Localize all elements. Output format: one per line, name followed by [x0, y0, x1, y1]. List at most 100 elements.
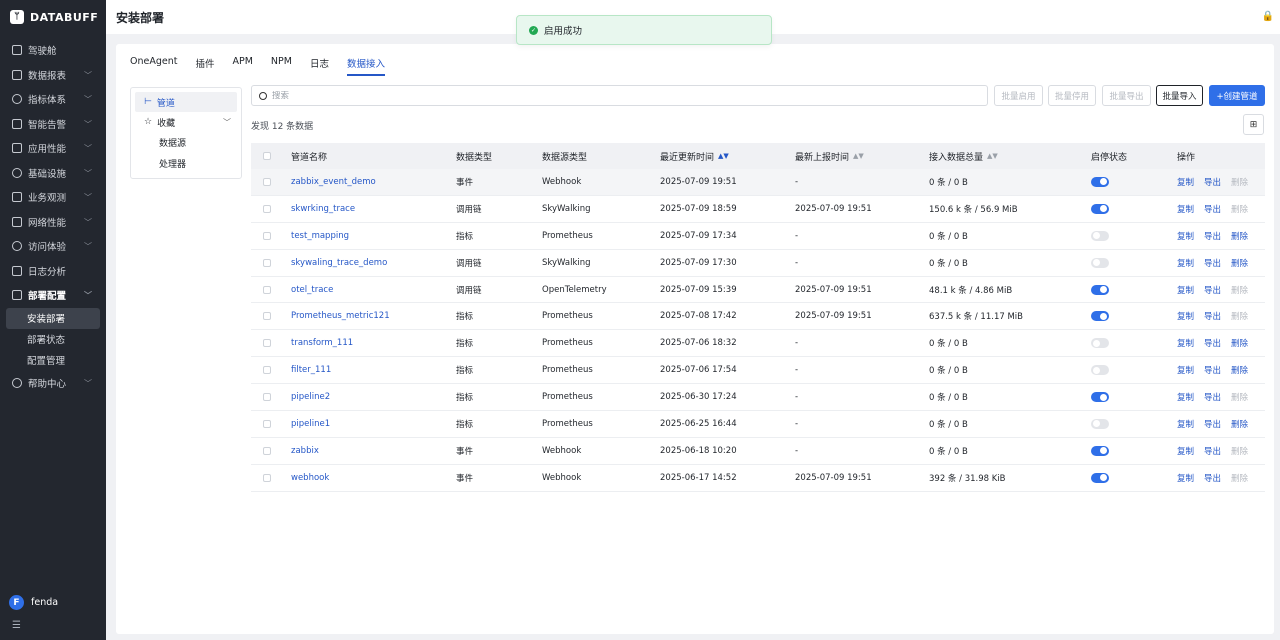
- export-link[interactable]: 导出: [1204, 258, 1222, 269]
- sidebar-item-6[interactable]: 业务观测 ﹀: [0, 185, 106, 210]
- user-profile[interactable]: F fenda: [9, 595, 58, 610]
- sidebar-item-1[interactable]: 数据报表 ﹀: [0, 63, 106, 88]
- search-input[interactable]: [272, 90, 952, 101]
- status-toggle[interactable]: [1091, 257, 1109, 268]
- row-checkbox[interactable]: [263, 419, 271, 428]
- create-pipeline-button[interactable]: +创建管道: [1209, 85, 1265, 106]
- copy-link[interactable]: 复制: [1177, 366, 1195, 377]
- status-toggle[interactable]: [1091, 445, 1109, 456]
- column-settings-icon[interactable]: ⊞: [1243, 114, 1264, 135]
- sidebar-item-10[interactable]: 部署配置 ﹀: [0, 283, 106, 308]
- logo[interactable]: ᛘ DATABUFF: [0, 0, 106, 34]
- status-toggle[interactable]: [1091, 203, 1109, 214]
- batch-disable-button[interactable]: 批量停用: [1048, 85, 1096, 106]
- sort-icon[interactable]: ▲▼: [853, 152, 864, 160]
- tree-item-pipeline[interactable]: ⊢ 管道: [135, 92, 237, 112]
- pipeline-name-link[interactable]: transform_111: [291, 338, 354, 349]
- copy-link[interactable]: 复制: [1177, 312, 1195, 323]
- status-toggle[interactable]: [1091, 230, 1109, 241]
- delete-link[interactable]: 删除: [1231, 258, 1249, 269]
- sidebar-subitem-0[interactable]: 安装部署: [6, 307, 100, 329]
- tab-4[interactable]: 日志: [309, 59, 329, 70]
- status-toggle[interactable]: [1091, 392, 1109, 403]
- status-toggle[interactable]: [1091, 365, 1109, 376]
- chevron-down-icon[interactable]: ﹀: [223, 117, 231, 127]
- row-checkbox[interactable]: [263, 285, 271, 294]
- pipeline-name-link[interactable]: zabbix_event_demo: [291, 176, 376, 187]
- row-checkbox[interactable]: [263, 231, 271, 240]
- sidebar-item-4[interactable]: 应用性能 ﹀: [0, 136, 106, 161]
- batch-export-button[interactable]: 批量导出: [1102, 85, 1151, 106]
- copy-link[interactable]: 复制: [1177, 285, 1195, 296]
- export-link[interactable]: 导出: [1204, 366, 1222, 377]
- pipeline-name-link[interactable]: Prometheus_metric121: [291, 311, 390, 322]
- pipeline-name-link[interactable]: pipeline2: [291, 392, 331, 403]
- export-link[interactable]: 导出: [1204, 339, 1222, 350]
- header-total[interactable]: 接入数据总量 ▲▼: [929, 143, 998, 169]
- delete-link[interactable]: 删除: [1231, 366, 1249, 377]
- header-updated[interactable]: 最近更新时间 ▲▼: [660, 143, 729, 169]
- pipeline-name-link[interactable]: webhook: [291, 472, 330, 483]
- tree-item-datasource[interactable]: 数据源: [159, 139, 187, 149]
- copy-link[interactable]: 复制: [1177, 473, 1195, 484]
- sort-icon[interactable]: ▲▼: [987, 152, 998, 160]
- row-checkbox[interactable]: [263, 312, 271, 321]
- row-checkbox[interactable]: [263, 446, 271, 455]
- export-link[interactable]: 导出: [1204, 231, 1222, 242]
- export-link[interactable]: 导出: [1204, 446, 1222, 457]
- delete-link[interactable]: 删除: [1231, 339, 1249, 350]
- sidebar-item-9[interactable]: 日志分析: [0, 259, 106, 284]
- copy-link[interactable]: 复制: [1177, 339, 1195, 350]
- delete-link[interactable]: 删除: [1231, 231, 1249, 242]
- copy-link[interactable]: 复制: [1177, 419, 1195, 430]
- tree-item-processor[interactable]: 处理器: [159, 160, 187, 170]
- select-all-checkbox[interactable]: [263, 152, 271, 160]
- pipeline-name-link[interactable]: skywaling_trace_demo: [291, 257, 388, 268]
- status-toggle[interactable]: [1091, 418, 1109, 429]
- pipeline-name-link[interactable]: skwrking_trace: [291, 203, 356, 214]
- collapse-sidebar-icon[interactable]: ☰: [12, 620, 21, 631]
- status-toggle[interactable]: [1091, 472, 1109, 483]
- delete-link[interactable]: 删除: [1231, 419, 1249, 430]
- pipeline-name-link[interactable]: zabbix: [291, 445, 319, 456]
- copy-link[interactable]: 复制: [1177, 204, 1195, 215]
- copy-link[interactable]: 复制: [1177, 393, 1195, 404]
- row-checkbox[interactable]: [263, 204, 271, 213]
- export-link[interactable]: 导出: [1204, 312, 1222, 323]
- lock-icon[interactable]: 🔒: [1261, 11, 1274, 22]
- status-toggle[interactable]: [1091, 176, 1109, 187]
- tab-0[interactable]: OneAgent: [130, 56, 178, 67]
- export-link[interactable]: 导出: [1204, 393, 1222, 404]
- copy-link[interactable]: 复制: [1177, 258, 1195, 269]
- sidebar-item-help[interactable]: 帮助中心 ﹀: [0, 371, 106, 396]
- tab-1[interactable]: 插件: [195, 59, 215, 70]
- sidebar-item-2[interactable]: 指标体系 ﹀: [0, 87, 106, 112]
- sidebar-subitem-1[interactable]: 部署状态: [27, 335, 66, 346]
- export-link[interactable]: 导出: [1204, 285, 1222, 296]
- pipeline-name-link[interactable]: filter_111: [291, 365, 332, 376]
- copy-link[interactable]: 复制: [1177, 446, 1195, 457]
- status-toggle[interactable]: [1091, 284, 1109, 295]
- copy-link[interactable]: 复制: [1177, 177, 1195, 188]
- export-link[interactable]: 导出: [1204, 177, 1222, 188]
- pipeline-name-link[interactable]: otel_trace: [291, 284, 334, 295]
- sort-icon[interactable]: ▲▼: [718, 152, 729, 160]
- pipeline-name-link[interactable]: test_mapping: [291, 230, 349, 241]
- sidebar-subitem-2[interactable]: 配置管理: [27, 356, 66, 367]
- row-checkbox[interactable]: [263, 339, 271, 348]
- row-checkbox[interactable]: [263, 366, 271, 375]
- export-link[interactable]: 导出: [1204, 204, 1222, 215]
- sidebar-item-5[interactable]: 基础设施 ﹀: [0, 161, 106, 186]
- status-toggle[interactable]: [1091, 311, 1109, 322]
- sidebar-item-0[interactable]: 驾驶舱: [0, 38, 106, 63]
- sidebar-item-7[interactable]: 网络性能 ﹀: [0, 210, 106, 235]
- status-toggle[interactable]: [1091, 338, 1109, 349]
- export-link[interactable]: 导出: [1204, 419, 1222, 430]
- header-reported[interactable]: 最新上报时间 ▲▼: [795, 143, 864, 169]
- row-checkbox[interactable]: [263, 258, 271, 267]
- sidebar-item-8[interactable]: 访问体验 ﹀: [0, 234, 106, 259]
- batch-enable-button[interactable]: 批量启用: [994, 85, 1043, 106]
- sidebar-item-3[interactable]: 智能告警 ﹀: [0, 112, 106, 137]
- row-checkbox[interactable]: [263, 473, 271, 482]
- export-link[interactable]: 导出: [1204, 473, 1222, 484]
